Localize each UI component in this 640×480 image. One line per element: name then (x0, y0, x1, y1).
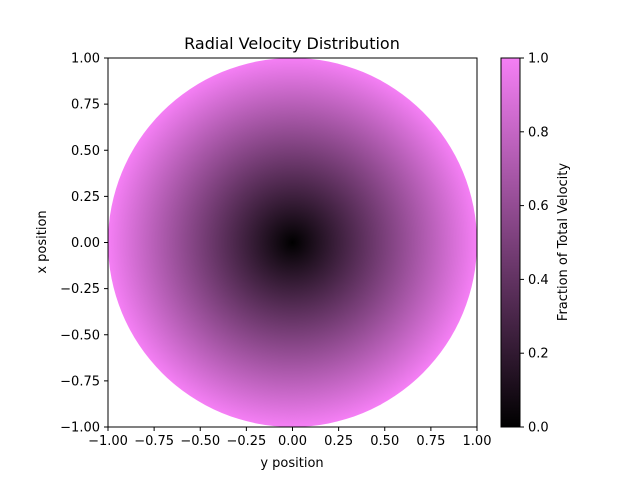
colorbar-tick-label: 0.8 (528, 125, 549, 140)
colorbar-tick-label: 0.0 (528, 421, 549, 436)
y-tick-label: 0.00 (71, 236, 100, 251)
colorbar-tick-label: 1.0 (528, 52, 549, 67)
colorbar-ticks: 0.0 0.2 0.4 0.6 0.8 1.0 (520, 52, 549, 436)
colorbar-frame (500, 57, 521, 428)
velocity-disk (108, 58, 477, 427)
colorbar-gradient-bar (501, 58, 520, 427)
y-tick-label: 0.50 (71, 144, 100, 159)
x-tick-label: 0.75 (416, 434, 445, 449)
plot-area (107, 57, 478, 428)
y-tick-label: −1.00 (60, 421, 100, 436)
y-axis-label: x position (35, 210, 50, 273)
x-tick-label: −0.75 (134, 434, 174, 449)
x-tick-label: 0.00 (278, 434, 307, 449)
x-tick-label: 0.25 (324, 434, 353, 449)
x-tick-label: −0.50 (180, 434, 220, 449)
x-tick-label: 0.50 (370, 434, 399, 449)
colorbar-tick-label: 0.6 (528, 199, 549, 214)
chart-title: Radial Velocity Distribution (184, 34, 400, 53)
y-tick-label: 0.25 (71, 190, 100, 205)
y-tick-label: −0.50 (60, 328, 100, 343)
x-axis-ticks: −1.00 −0.75 −0.50 −0.25 0.00 0.25 0.50 0.75 1.00 (88, 427, 491, 449)
y-axis-ticks: −1.00 −0.75 −0.50 −0.25 0.00 0.25 0.50 0.75 1.00 (60, 52, 108, 436)
y-tick-label: 0.75 (71, 98, 100, 113)
x-tick-label: 1.00 (463, 434, 492, 449)
x-tick-label: −1.00 (88, 434, 128, 449)
y-tick-label: −0.25 (60, 282, 100, 297)
x-axis-label: y position (260, 456, 323, 471)
x-tick-label: −0.25 (226, 434, 266, 449)
y-tick-label: 1.00 (71, 52, 100, 67)
colorbar-tick-label: 0.4 (528, 273, 549, 288)
y-tick-label: −0.75 (60, 374, 100, 389)
colorbar-label: Fraction of Total Velocity (556, 163, 571, 321)
colorbar-tick-label: 0.2 (528, 347, 549, 362)
colorbar: 0.0 0.2 0.4 0.6 0.8 1.0 Fraction of Total Vel… (500, 52, 571, 436)
